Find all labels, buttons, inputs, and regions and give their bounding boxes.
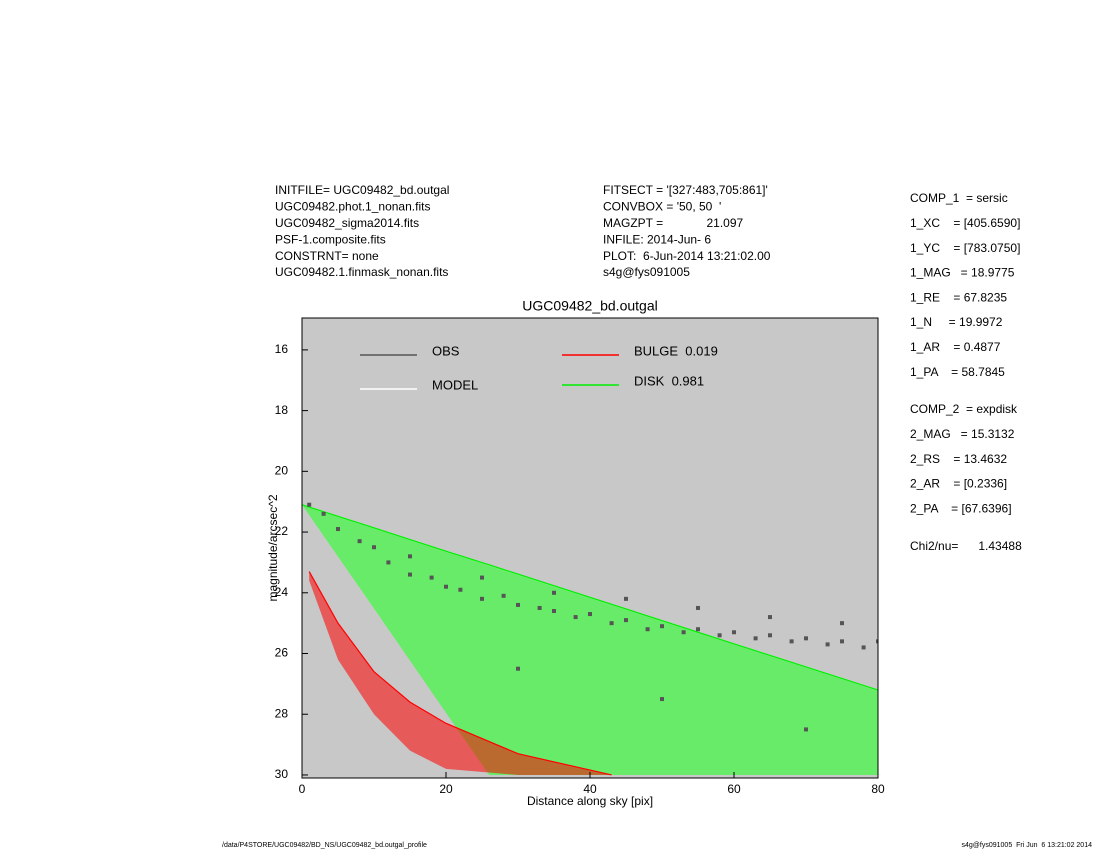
legend-label: OBS — [432, 343, 460, 358]
obs-point — [480, 596, 484, 601]
footer-left: /data/P4STORE/UGC09482/BD_NS/UGC09482_bd… — [222, 842, 427, 849]
param-line: 1_XC = [405.6590] — [910, 216, 1020, 230]
obs-point — [588, 612, 592, 617]
obs-point — [307, 502, 312, 507]
obs-point — [645, 627, 650, 632]
x-tick-label: 80 — [871, 782, 885, 796]
y-tick-label: 26 — [275, 646, 289, 660]
obs-point — [516, 666, 520, 671]
component-edge — [302, 504, 878, 691]
y-tick-label: 18 — [275, 403, 289, 417]
legend-label: BULGE 0.019 — [634, 343, 718, 358]
x-tick-label: 20 — [439, 782, 453, 796]
obs-point — [696, 627, 700, 632]
param-line: 2_MAG = 15.3132 — [910, 427, 1015, 441]
obs-point — [458, 587, 463, 592]
obs-point — [732, 630, 736, 635]
y-tick-label: 20 — [275, 464, 289, 478]
y-tick-label: 30 — [275, 767, 289, 781]
x-tick-label: 40 — [583, 782, 597, 796]
obs-point — [624, 618, 628, 623]
obs-point — [372, 545, 376, 550]
header-left-line: UGC09482_sigma2014.fits — [275, 216, 419, 230]
obs-point — [840, 639, 844, 644]
obs-point — [573, 615, 578, 620]
x-tick-label: 0 — [299, 782, 306, 796]
header-middle-line: FITSECT = '[327:483,705:861]' — [603, 183, 768, 197]
legend-label: DISK 0.981 — [634, 373, 704, 388]
param-line: 2_PA = [67.6396] — [910, 501, 1012, 515]
obs-point — [753, 636, 758, 641]
param-line: 1_MAG = 18.9775 — [910, 266, 1015, 280]
header-middle-line: MAGZPT = 21.097 — [603, 216, 743, 230]
obs-point — [386, 560, 391, 565]
x-tick-label: 60 — [727, 782, 741, 796]
header-left-line: INITFILE= UGC09482_bd.outgal — [275, 183, 449, 197]
obs-point — [357, 539, 362, 544]
y-tick-label: 28 — [275, 706, 289, 720]
param-line: 2_RS = 13.4632 — [910, 452, 1007, 466]
obs-point — [876, 639, 878, 644]
header-middle-line: PLOT: 6-Jun-2014 13:21:02.00 — [603, 249, 771, 263]
x-axis-label: Distance along sky [pix] — [527, 794, 653, 808]
param-line: 1_YC = [783.0750] — [910, 241, 1020, 255]
param-line: 1_PA = 58.7845 — [910, 365, 1005, 379]
obs-point — [429, 575, 434, 580]
header-left-line: UGC09482.1.finmask_nonan.fits — [275, 265, 448, 279]
obs-point — [516, 602, 520, 607]
y-tick-label: 22 — [275, 524, 289, 538]
obs-point — [681, 630, 686, 635]
param-line: 1_N = 19.9972 — [910, 315, 1003, 329]
y-axis-label: magnitude/arcsec^2 — [266, 494, 280, 601]
obs-point — [609, 621, 614, 626]
obs-point — [624, 596, 628, 601]
header-middle-line: CONVBOX = '50, 50 ' — [603, 200, 721, 214]
obs-point — [336, 527, 340, 532]
obs-point — [804, 727, 808, 732]
obs-point — [717, 633, 722, 638]
obs-point — [321, 511, 326, 516]
header-left-line: PSF-1.composite.fits — [275, 232, 386, 246]
param-line: 1_AR = 0.4877 — [910, 340, 1001, 354]
header-middle-line: INFILE: 2014-Jun- 6 — [603, 232, 711, 246]
obs-point — [768, 633, 772, 638]
obs-point — [480, 575, 484, 580]
obs-point — [660, 697, 664, 702]
param-line: 2_AR = [0.2336] — [910, 477, 1007, 491]
header-middle-line: s4g@fys091005 — [603, 265, 690, 279]
header-left-line: CONSTRNT= none — [275, 249, 379, 263]
plot-area — [302, 502, 878, 776]
param-line: COMP_2 = expdisk — [910, 402, 1018, 416]
y-tick-label: 24 — [275, 585, 289, 599]
legend-label: MODEL — [432, 377, 478, 392]
obs-point — [552, 590, 556, 595]
obs-point — [552, 609, 556, 614]
obs-point — [660, 624, 664, 629]
y-tick-label: 16 — [275, 342, 289, 356]
obs-point — [840, 621, 844, 626]
chart-title: UGC09482_bd.outgal — [522, 298, 657, 314]
obs-point — [825, 642, 830, 647]
obs-point — [408, 554, 412, 559]
obs-point — [696, 605, 700, 610]
footer-right: s4g@fys091005 Fri Jun 6 13:21:02 2014 — [962, 842, 1093, 849]
obs-point — [537, 605, 542, 610]
obs-point — [804, 636, 808, 641]
obs-point — [444, 584, 448, 589]
component-band — [309, 571, 612, 775]
obs-point — [789, 639, 794, 644]
obs-point — [408, 572, 412, 577]
obs-point — [861, 645, 866, 650]
obs-point — [768, 615, 772, 620]
chi-value: Chi2/nu= 1.43488 — [910, 539, 1022, 553]
header-left-line: UGC09482.phot.1_nonan.fits — [275, 200, 430, 214]
component-edge — [308, 571, 612, 776]
param-line: 1_RE = 67.8235 — [910, 290, 1007, 304]
obs-point — [501, 593, 506, 598]
component-band — [302, 504, 878, 775]
param-line: COMP_1 = sersic — [910, 191, 1008, 205]
